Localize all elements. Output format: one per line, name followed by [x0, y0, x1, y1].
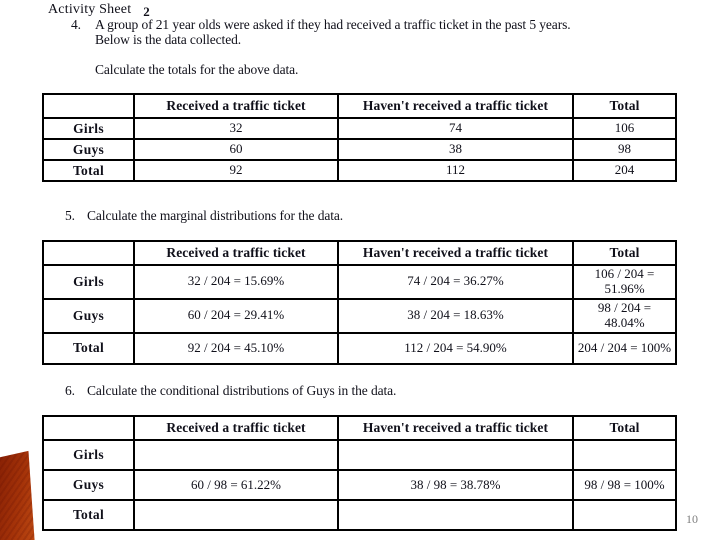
row-label: Total: [42, 159, 135, 182]
row-label: Girls: [42, 117, 135, 140]
row-label: Guys: [42, 469, 135, 501]
column-header: Total: [572, 415, 677, 441]
question-6: 6. Calculate the conditional distributio…: [65, 383, 397, 399]
table-cell: [337, 439, 574, 471]
table-cell: 204: [572, 159, 677, 182]
header-row: Received a traffic ticket Haven't receive…: [42, 93, 677, 119]
table-cell: 112: [337, 159, 574, 182]
table-row: Guys 60 38 98: [42, 138, 677, 161]
table-row: Girls 32 74 106: [42, 117, 677, 140]
table-row: Girls 32 / 204 = 15.69% 74 / 204 = 36.27% 1…: [42, 264, 677, 300]
table-cell: 92: [133, 159, 339, 182]
table-cell: 106: [572, 117, 677, 140]
row-label: Girls: [42, 264, 135, 300]
table-cell: 38 / 98 = 38.78%: [337, 469, 574, 501]
question-6-text: Calculate the conditional distributions …: [87, 383, 397, 398]
table-cell: 98 / 204 = 48.04%: [572, 297, 677, 334]
table-cell: 74 / 204 = 36.27%: [337, 264, 574, 300]
row-label: Total: [42, 499, 135, 531]
row-label-header: [42, 415, 135, 441]
table-cell: [133, 439, 339, 471]
page-number: 10: [686, 512, 698, 526]
table-cell: 60: [133, 138, 339, 161]
row-label-header: [42, 240, 135, 266]
question-5-text: Calculate the marginal distributions for…: [87, 208, 344, 223]
table-cell: 60 / 204 = 29.41%: [133, 297, 339, 334]
table-row: Total: [42, 499, 677, 531]
table-cell: 112 / 204 = 54.90%: [337, 331, 574, 365]
row-label: Guys: [42, 138, 135, 161]
corner-decoration: [0, 450, 35, 540]
column-header: Haven't received a traffic ticket: [337, 93, 574, 119]
table-row: Guys 60 / 204 = 29.41% 38 / 204 = 18.63% 98…: [42, 297, 677, 334]
row-label: Total: [42, 331, 135, 365]
table-row: Girls: [42, 439, 677, 471]
conditional-distributions-table: Received a traffic ticket Haven't receive…: [42, 415, 677, 531]
question-5-number: 5.: [65, 208, 75, 223]
question-4-line-1: A group of 21 year olds were asked if th…: [95, 17, 571, 32]
header-row: Received a traffic ticket Haven't receive…: [42, 415, 677, 441]
table-row: Guys 60 / 98 = 61.22% 38 / 98 = 38.78% 98 /…: [42, 469, 677, 501]
column-header: Haven't received a traffic ticket: [337, 240, 574, 266]
row-label: Girls: [42, 439, 135, 471]
table-cell: 204 / 204 = 100%: [572, 331, 677, 365]
column-header: Haven't received a traffic ticket: [337, 415, 574, 441]
question-4: 4. A group of 21 year olds were asked if…: [71, 17, 571, 47]
column-header: Received a traffic ticket: [133, 240, 339, 266]
table-row: Total 92 / 204 = 45.10% 112 / 204 = 54.90%…: [42, 331, 677, 365]
row-label-header: [42, 93, 135, 119]
slide-title-text: Activity Sheet: [48, 2, 132, 17]
table-cell: 92 / 204 = 45.10%: [133, 331, 339, 365]
table-cell: 38 / 204 = 18.63%: [337, 297, 574, 334]
column-header: Total: [572, 93, 677, 119]
question-5: 5. Calculate the marginal distributions …: [65, 208, 344, 224]
question-6-number: 6.: [65, 383, 75, 398]
column-header: Total: [572, 240, 677, 266]
table-cell: 106 / 204 = 51.96%: [572, 264, 677, 300]
totals-table: Received a traffic ticket Haven't receive…: [42, 93, 677, 182]
table-cell: [572, 499, 677, 531]
question-4-line-2: Below is the data collected.: [95, 31, 242, 47]
table-cell: 98: [572, 138, 677, 161]
slide-title-number: 2: [143, 4, 150, 19]
slide-title: Activity Sheet 2: [48, 2, 150, 20]
header-row: Received a traffic ticket Haven't receive…: [42, 240, 677, 266]
question-4-instruction: Calculate the totals for the above data.: [95, 62, 299, 77]
table-cell: 98 / 98 = 100%: [572, 469, 677, 501]
table-cell: 32: [133, 117, 339, 140]
question-4-number: 4.: [71, 17, 81, 32]
table-cell: 74: [337, 117, 574, 140]
table-cell: 38: [337, 138, 574, 161]
row-label: Guys: [42, 297, 135, 334]
table-cell: [337, 499, 574, 531]
table-cell: 32 / 204 = 15.69%: [133, 264, 339, 300]
column-header: Received a traffic ticket: [133, 93, 339, 119]
table-row: Total 92 112 204: [42, 159, 677, 182]
marginal-distributions-table: Received a traffic ticket Haven't receive…: [42, 240, 677, 365]
column-header: Received a traffic ticket: [133, 415, 339, 441]
table-cell: 60 / 98 = 61.22%: [133, 469, 339, 501]
table-cell: [133, 499, 339, 531]
table-cell: [572, 439, 677, 471]
question-4-text: A group of 21 year olds were asked if th…: [95, 17, 571, 47]
